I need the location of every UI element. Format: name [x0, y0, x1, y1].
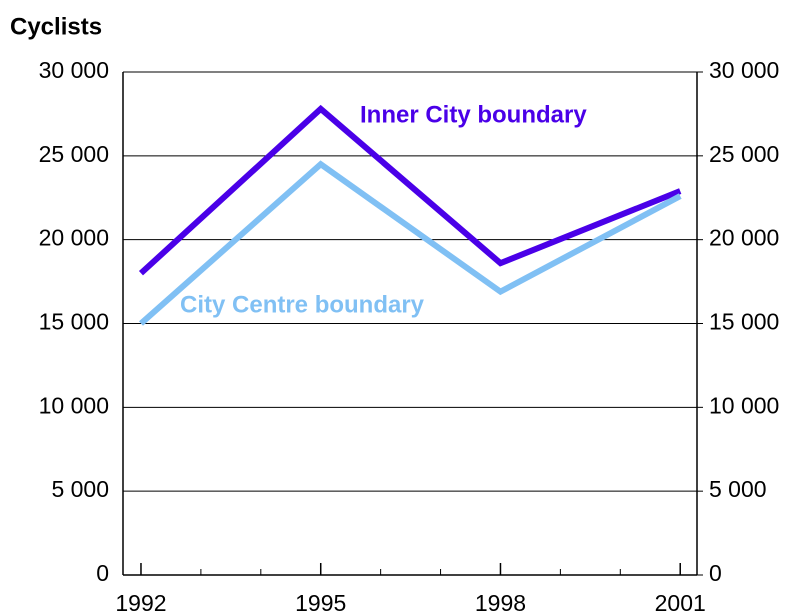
y-tick-label: 20 000	[39, 225, 109, 251]
y-tick-label: 10 000	[39, 392, 109, 418]
series-label: Inner City boundary	[360, 101, 587, 128]
series-line	[138, 104, 682, 276]
y-tick-label: 25 000	[39, 141, 109, 167]
y2-tick-label: 0	[709, 560, 722, 586]
x-tick-label: 1992	[115, 590, 166, 616]
y2-tick-label: 30 000	[709, 57, 779, 83]
y2-tick-label: 15 000	[709, 309, 779, 335]
y2-tick-label: 25 000	[709, 141, 779, 167]
x-tick-label: 1995	[295, 590, 346, 616]
chart-title: Cyclists	[10, 13, 102, 40]
y2-tick-label: 20 000	[709, 225, 779, 251]
y-tick-label: 5 000	[51, 476, 109, 502]
y-tick-label: 30 000	[39, 57, 109, 83]
y-tick-label: 0	[96, 560, 109, 586]
series-line	[138, 160, 682, 326]
series-label: City Centre boundary	[180, 291, 425, 318]
y2-tick-label: 10 000	[709, 392, 779, 418]
y-tick-label: 15 000	[39, 309, 109, 335]
y2-tick-label: 5 000	[709, 476, 767, 502]
x-tick-label: 2001	[655, 590, 706, 616]
x-tick-label: 1998	[475, 590, 526, 616]
